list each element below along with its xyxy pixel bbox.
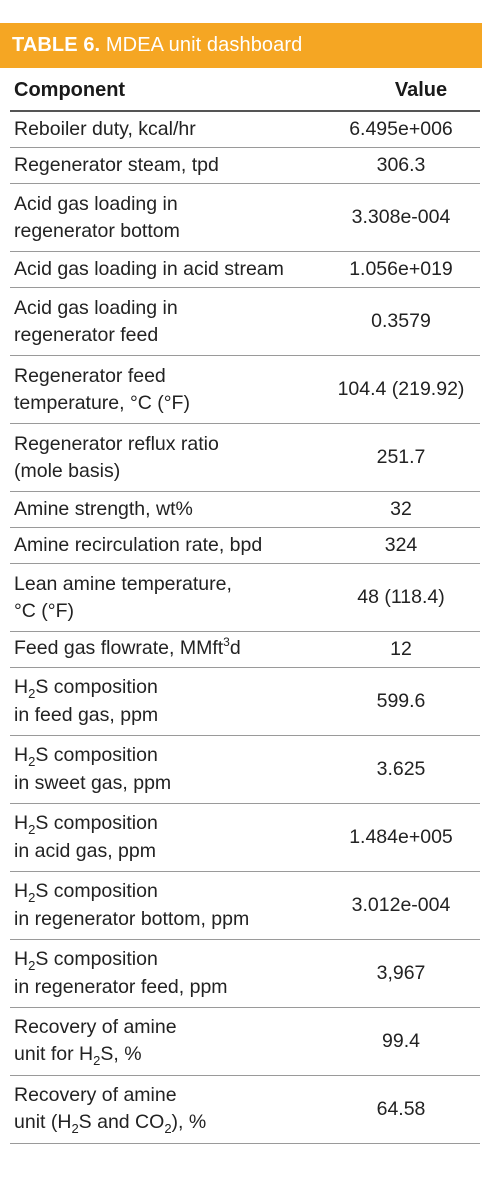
row-label: Recovery of amine unit for H2S, %	[10, 1007, 326, 1076]
row-label: Recovery of amine unit (H2S and CO2), %	[10, 1075, 326, 1144]
row-label: Regenerator steam, tpd	[10, 147, 326, 184]
table-row: H2S composition in regenerator feed, ppm …	[10, 939, 480, 1008]
row-value: 1.056e+019	[326, 251, 480, 288]
row-value: 3.012e-004	[326, 871, 480, 940]
row-label: Amine strength, wt%	[10, 491, 326, 528]
table-title: TABLE 6. MDEA unit dashboard	[0, 34, 302, 57]
row-label: Amine recirculation rate, bpd	[10, 527, 326, 564]
row-label: Lean amine temperature, °C (°F)	[10, 563, 326, 632]
row-value: 0.3579	[326, 287, 480, 356]
row-label: H2S composition in sweet gas, ppm	[10, 735, 326, 804]
row-value: 99.4	[326, 1007, 480, 1076]
row-value: 3.625	[326, 735, 480, 804]
row-label: Regenerator reflux ratio (mole basis)	[10, 423, 326, 492]
row-value: 324	[326, 527, 480, 564]
table-row: Feed gas flowrate, MMft3d 12	[10, 631, 480, 668]
table-row: Regenerator feed temperature, °C (°F) 104…	[10, 355, 480, 424]
row-value: 306.3	[326, 147, 480, 184]
table-row: Regenerator steam, tpd 306.3	[10, 147, 480, 184]
table-row: H2S composition in sweet gas, ppm 3.625	[10, 735, 480, 804]
row-value: 3,967	[326, 939, 480, 1008]
column-header-component: Component	[10, 71, 326, 112]
table-row: Lean amine temperature, °C (°F) 48 (118.4…	[10, 563, 480, 632]
table-title-banner: TABLE 6. MDEA unit dashboard	[0, 23, 482, 68]
row-value: 1.484e+005	[326, 803, 480, 872]
row-label: Regenerator feed temperature, °C (°F)	[10, 355, 326, 424]
data-table: Component Value Reboiler duty, kcal/hr 6…	[10, 71, 480, 1144]
table-row: Acid gas loading in regenerator bottom 3.…	[10, 183, 480, 252]
table-row: Amine strength, wt% 32	[10, 491, 480, 528]
table-row: Acid gas loading in regenerator feed 0.35…	[10, 287, 480, 356]
table-row: Regenerator reflux ratio (mole basis) 251…	[10, 423, 480, 492]
row-label: Acid gas loading in regenerator bottom	[10, 183, 326, 252]
row-label: Acid gas loading in regenerator feed	[10, 287, 326, 356]
row-value: 64.58	[326, 1075, 480, 1144]
table-row: Recovery of amine unit (H2S and CO2), % 6…	[10, 1075, 480, 1144]
table-number: TABLE 6.	[12, 34, 101, 56]
row-label: Acid gas loading in acid stream	[10, 251, 326, 288]
row-value: 48 (118.4)	[326, 563, 480, 632]
row-value: 6.495e+006	[326, 111, 480, 148]
row-label: Reboiler duty, kcal/hr	[10, 111, 326, 148]
row-value: 32	[326, 491, 480, 528]
table-title-text: MDEA unit dashboard	[105, 34, 303, 56]
table-row: Amine recirculation rate, bpd 324	[10, 527, 480, 564]
row-label: H2S composition in acid gas, ppm	[10, 803, 326, 872]
table-row: Recovery of amine unit for H2S, % 99.4	[10, 1007, 480, 1076]
row-label: H2S composition in regenerator bottom, pp…	[10, 871, 326, 940]
table-row: H2S composition in feed gas, ppm 599.6	[10, 667, 480, 736]
table-row: Acid gas loading in acid stream 1.056e+0…	[10, 251, 480, 288]
table-row: H2S composition in acid gas, ppm 1.484e+0…	[10, 803, 480, 872]
row-label: Feed gas flowrate, MMft3d	[10, 631, 326, 668]
row-label: H2S composition in feed gas, ppm	[10, 667, 326, 736]
column-header-value: Value	[326, 71, 480, 112]
header-row: Component Value	[10, 71, 480, 112]
row-value: 104.4 (219.92)	[326, 355, 480, 424]
row-value: 599.6	[326, 667, 480, 736]
table-row: H2S composition in regenerator bottom, pp…	[10, 871, 480, 940]
row-value: 12	[326, 631, 480, 668]
row-value: 251.7	[326, 423, 480, 492]
row-label: H2S composition in regenerator feed, ppm	[10, 939, 326, 1008]
row-value: 3.308e-004	[326, 183, 480, 252]
table-row: Reboiler duty, kcal/hr 6.495e+006	[10, 111, 480, 148]
